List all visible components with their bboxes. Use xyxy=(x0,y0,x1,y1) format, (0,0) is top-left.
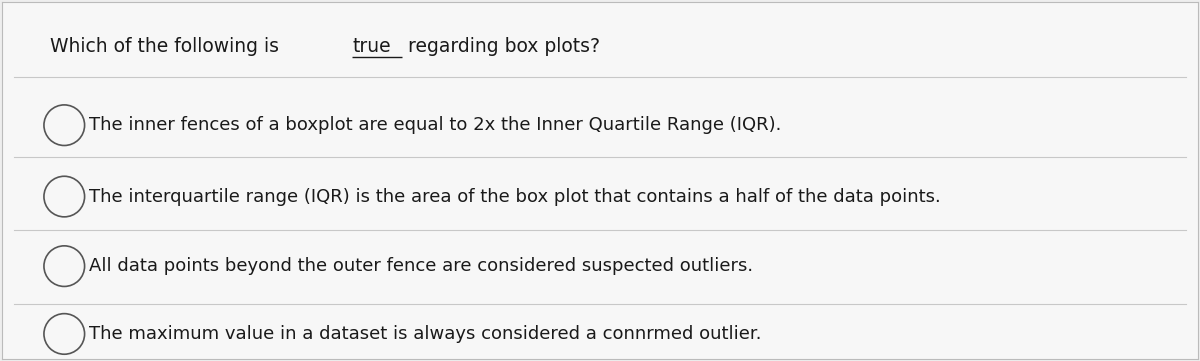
Text: The maximum value in a dataset is always considered a connrmed outlier.: The maximum value in a dataset is always… xyxy=(89,325,762,343)
Text: regarding box plots?: regarding box plots? xyxy=(402,37,600,56)
Text: true: true xyxy=(352,37,391,56)
Text: All data points beyond the outer fence are considered suspected outliers.: All data points beyond the outer fence a… xyxy=(89,257,754,275)
Text: The inner fences of a boxplot are equal to 2x the Inner Quartile Range (IQR).: The inner fences of a boxplot are equal … xyxy=(89,116,781,134)
Text: Which of the following is: Which of the following is xyxy=(50,37,284,56)
Text: The interquartile range (IQR) is the area of the box plot that contains a half o: The interquartile range (IQR) is the are… xyxy=(89,188,941,205)
